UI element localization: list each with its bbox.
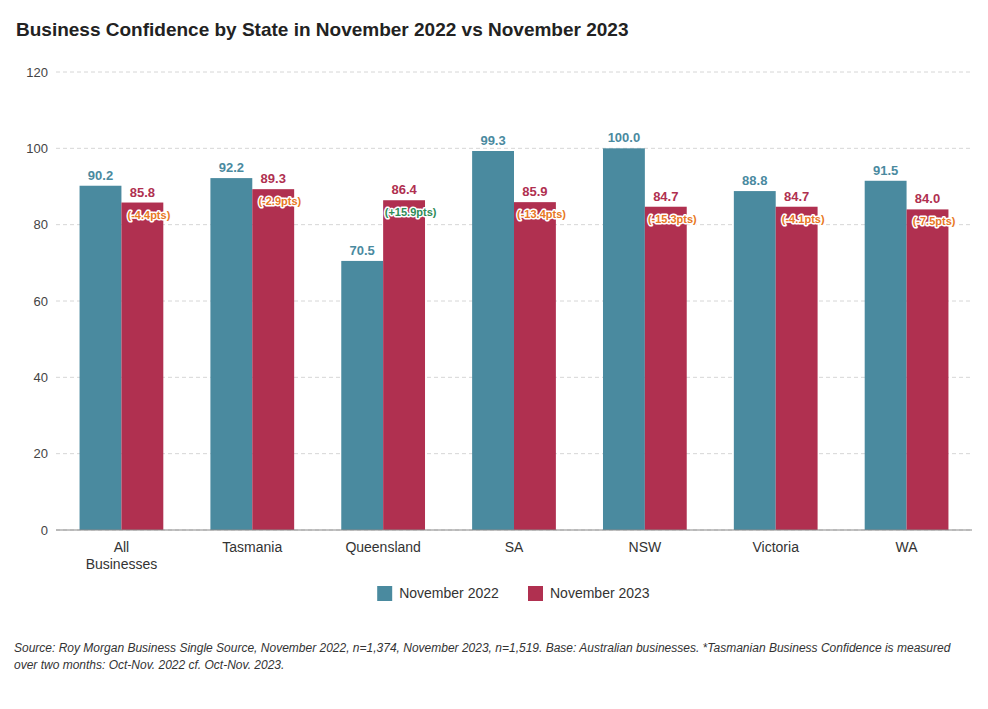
labels: 90.2 92.2 70.5 99.3 100.0 88.8 91.5 85.8 89.3 86.… (88, 130, 956, 258)
x-tick-line: Tasmania (222, 539, 282, 555)
data-label: 90.2 (88, 168, 113, 183)
grid-line (56, 148, 972, 149)
x-tick-line: SA (505, 539, 524, 555)
data-label: 85.8 (130, 185, 155, 200)
data-label: 86.4 (391, 182, 417, 197)
bar (80, 186, 122, 530)
bar (907, 209, 949, 530)
y-tick-label: 0 (41, 523, 48, 538)
x-tick-label: Queensland (345, 539, 421, 555)
legend-label: November 2023 (550, 585, 650, 601)
bar (734, 191, 776, 530)
source-note: Source: Roy Morgan Business Single Sourc… (14, 640, 974, 675)
chart: Business Confidence by State in November… (0, 0, 988, 630)
x-tick-line: Queensland (345, 539, 421, 555)
data-label: 88.8 (742, 173, 767, 188)
x-tick-line: Businesses (86, 556, 158, 572)
change-label: (-2.9pts) (258, 195, 301, 207)
grid-line (56, 72, 972, 73)
change-label: (-13.4pts) (517, 208, 566, 220)
y-tick-label: 20 (34, 446, 48, 461)
change-label: (+15.9pts) (385, 206, 437, 218)
x-tick-label: Victoria (752, 539, 799, 555)
y-tick-label: 80 (34, 217, 48, 232)
legend-label: November 2022 (399, 585, 499, 601)
bar (210, 178, 252, 530)
data-label: 92.2 (219, 160, 244, 175)
data-label: 91.5 (873, 163, 898, 178)
x-tick-label: AllBusinesses (86, 539, 158, 572)
data-label: 84.7 (653, 189, 678, 204)
x-tick-label: SA (505, 539, 524, 555)
x-tick-line: All (114, 539, 130, 555)
data-label: 100.0 (608, 130, 641, 145)
change-label: (-4.1pts) (782, 213, 825, 225)
data-label: 85.9 (522, 184, 547, 199)
data-label: 99.3 (480, 133, 505, 148)
change-label: (-4.4pts) (128, 209, 171, 221)
data-label: 89.3 (261, 171, 286, 186)
bars (80, 148, 949, 530)
x-tick-label: Tasmania (222, 539, 282, 555)
y-tick-label: 60 (34, 294, 48, 309)
x-tick-line: NSW (629, 539, 662, 555)
bar (514, 202, 556, 530)
change-label: (-7.5pts) (913, 215, 956, 227)
legend-swatch (377, 586, 392, 601)
grid-line (56, 530, 972, 531)
bar (383, 200, 425, 530)
x-tick-line: WA (896, 539, 919, 555)
y-tick-label: 100 (26, 141, 48, 156)
y-tick-label: 40 (34, 370, 48, 385)
x-axis: AllBusinesses Tasmania Queensland SA NSW Vict… (86, 539, 919, 572)
bar (865, 181, 907, 530)
bar (341, 261, 383, 530)
bar (776, 207, 818, 530)
bar (121, 203, 163, 530)
data-label: 70.5 (350, 243, 375, 258)
title: Business Confidence by State in November… (16, 19, 628, 40)
x-tick-line: Victoria (752, 539, 799, 555)
x-tick-label: NSW (629, 539, 662, 555)
legend-swatch (528, 586, 543, 601)
x-tick-label: WA (896, 539, 919, 555)
y-tick-label: 120 (26, 65, 48, 80)
change-label: (-15.3pts) (648, 213, 697, 225)
data-label: 84.7 (784, 189, 809, 204)
y-axis: 0 20 40 60 80 100 120 (26, 65, 972, 538)
legend: November 2022 November 2023 (377, 585, 650, 601)
bar (603, 148, 645, 530)
bar (252, 189, 294, 530)
x-axis-line (56, 530, 972, 531)
bar (472, 151, 514, 530)
bar (645, 207, 687, 530)
data-label: 84.0 (915, 191, 940, 206)
